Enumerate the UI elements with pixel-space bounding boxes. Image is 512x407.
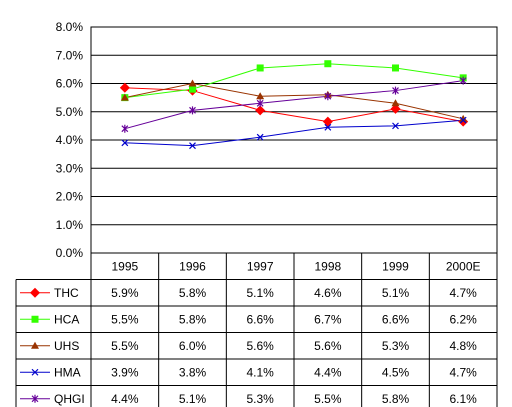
- table-cell-value: 5.9%: [111, 286, 139, 300]
- data-point-qhgi: [121, 124, 129, 133]
- data-point-hma: [459, 116, 467, 124]
- table-cell-value: 5.3%: [246, 392, 274, 406]
- data-table: 1995 1996 1997 1998 1999 2000E THC 5.9% 5.8% 5.1%…: [15, 252, 498, 407]
- legend-series-name: UHS: [54, 339, 79, 353]
- y-tick-label: 3.0%: [56, 161, 84, 175]
- data-point-thc: [390, 103, 401, 114]
- table-cell-value: 4.6%: [314, 286, 342, 300]
- table-cell-value: 5.1%: [382, 286, 410, 300]
- table-cell-value: 5.6%: [246, 339, 274, 353]
- table-cell-value: 4.7%: [449, 365, 477, 379]
- legend-key-marker: [31, 368, 39, 376]
- data-point-hca: [256, 64, 264, 72]
- legend-key-marker: [31, 341, 39, 349]
- gridlines: [91, 54, 497, 226]
- table-cell-value: 4.4%: [111, 392, 139, 406]
- data-point-hca: [189, 85, 196, 93]
- table-cell-value: 5.3%: [382, 339, 410, 353]
- data-point-hca: [324, 60, 332, 68]
- table-cell-value: 6.6%: [246, 312, 274, 326]
- y-tick-label: 2.0%: [56, 190, 84, 204]
- table-cell-value: 5.1%: [179, 392, 207, 406]
- data-point-hma: [189, 142, 196, 150]
- series-markers: [119, 60, 469, 150]
- data-point-thc: [255, 105, 266, 116]
- table-cell-value: 5.8%: [179, 286, 207, 300]
- y-tick-label: 7.0%: [56, 48, 84, 62]
- x-category-label: 1998: [314, 259, 341, 273]
- legend-key-marker: [31, 315, 39, 323]
- table-cell-value: 4.1%: [246, 365, 274, 379]
- x-category-label: 1997: [247, 259, 274, 273]
- y-axis-tick-labels: 0.0% 1.0% 2.0% 3.0% 4.0% 5.0% 6.0% 7.0% 8.0%: [56, 20, 84, 260]
- x-category-label: 1999: [382, 259, 409, 273]
- data-point-hma: [392, 122, 399, 130]
- y-tick-label: 5.0%: [56, 105, 84, 119]
- table-cell-value: 5.8%: [179, 312, 207, 326]
- data-point-hma: [324, 123, 332, 131]
- legend-series-name: QHGI: [54, 392, 85, 406]
- table-cell-value: 5.5%: [314, 392, 342, 406]
- table-cell-value: 5.5%: [111, 339, 139, 353]
- data-point-hca: [392, 64, 399, 72]
- table-cell-value: 6.1%: [449, 392, 477, 406]
- table-cell-value: 5.5%: [111, 312, 139, 326]
- series-line-hma: [124, 119, 464, 147]
- data-point-qhgi: [459, 76, 467, 85]
- legend-key-marker: [30, 287, 40, 298]
- series-line-hca: [124, 63, 464, 99]
- series-lines: [124, 63, 464, 147]
- table-cell-value: 5.1%: [246, 286, 274, 300]
- data-point-uhs: [459, 114, 468, 122]
- table-cell-value: 6.6%: [382, 312, 410, 326]
- x-category-label: 1996: [179, 259, 206, 273]
- data-point-hma: [256, 133, 264, 141]
- legend-series-name: HCA: [54, 312, 79, 326]
- data-point-thc: [119, 82, 130, 93]
- table-cell-value: 3.8%: [179, 365, 207, 379]
- data-point-hma: [121, 139, 129, 147]
- data-point-qhgi: [256, 99, 264, 108]
- data-point-uhs: [256, 92, 265, 100]
- table-cell-value: 5.8%: [382, 392, 410, 406]
- y-tick-label: 0.0%: [56, 246, 84, 260]
- table-cell-value: 6.7%: [314, 312, 342, 326]
- table-cell-value: 4.8%: [449, 339, 477, 353]
- table-cell-value: 4.4%: [314, 365, 342, 379]
- x-category-label: 1995: [111, 259, 138, 273]
- data-point-qhgi: [324, 92, 332, 101]
- y-tick-label: 4.0%: [56, 133, 84, 147]
- table-cell-value: 5.6%: [314, 339, 342, 353]
- y-tick-label: 1.0%: [56, 218, 84, 232]
- x-category-label: 2000E: [446, 259, 481, 273]
- data-point-qhgi: [189, 106, 196, 115]
- table-cell-value: 4.5%: [382, 365, 410, 379]
- y-tick-label: 8.0%: [56, 20, 84, 34]
- legend-series-name: THC: [54, 286, 79, 300]
- data-point-uhs: [188, 79, 197, 87]
- table-cell-value: 6.0%: [179, 339, 207, 353]
- legend-key-marker: [31, 394, 39, 403]
- data-point-qhgi: [392, 86, 399, 95]
- table-cell-value: 3.9%: [111, 365, 139, 379]
- table-cell-value: 4.7%: [449, 286, 477, 300]
- legend-series-name: HMA: [54, 365, 81, 379]
- table-cell-value: 6.2%: [449, 312, 477, 326]
- y-tick-label: 6.0%: [56, 77, 84, 91]
- series-line-uhs: [124, 82, 464, 120]
- data-point-uhs: [120, 93, 129, 101]
- data-point-uhs: [391, 99, 400, 107]
- series-line-qhgi: [124, 80, 464, 130]
